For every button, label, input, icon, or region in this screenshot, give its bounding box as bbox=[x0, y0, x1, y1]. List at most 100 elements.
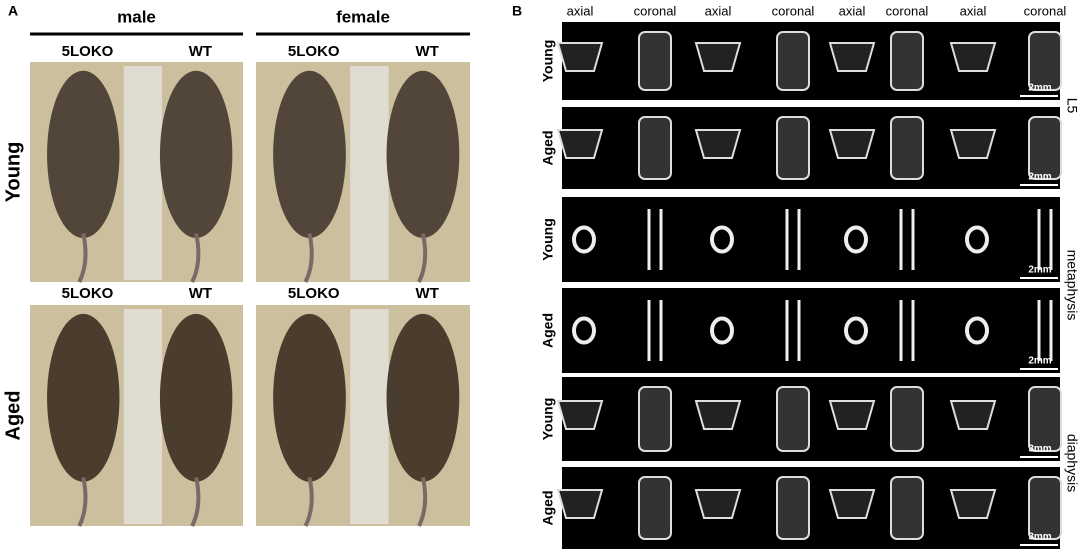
bone-axial bbox=[572, 225, 596, 254]
mouse-body bbox=[47, 70, 120, 239]
mouse-tail bbox=[190, 233, 201, 283]
ct-image bbox=[562, 197, 1060, 282]
panel-label: A bbox=[8, 3, 18, 19]
mouse-tail bbox=[190, 476, 201, 527]
bone-axial bbox=[694, 400, 742, 430]
scale-label: 3mm bbox=[1028, 444, 1051, 455]
mouse-body bbox=[273, 313, 346, 482]
bone-axial bbox=[556, 400, 604, 430]
scale-label: 3mm bbox=[1028, 532, 1051, 543]
bone-coronal bbox=[1028, 116, 1062, 180]
bone-axial bbox=[949, 129, 997, 159]
genotype-label: 5LOKO bbox=[62, 285, 114, 302]
bone-axial bbox=[710, 316, 734, 345]
row-label: Young bbox=[540, 218, 556, 261]
bone-coronal bbox=[638, 386, 672, 452]
row-label: Young bbox=[2, 142, 24, 203]
bone-axial bbox=[556, 42, 604, 72]
bone-axial bbox=[965, 316, 989, 345]
panel-label: B bbox=[512, 3, 522, 19]
mouse-body bbox=[47, 313, 120, 482]
mouse-body bbox=[273, 70, 346, 239]
column-header: coronal bbox=[886, 3, 929, 18]
section-label: diaphysis bbox=[1064, 434, 1080, 492]
row-label: Aged bbox=[540, 131, 556, 166]
bone-axial bbox=[844, 316, 868, 345]
bone-coronal bbox=[890, 386, 924, 452]
genotype-label: WT bbox=[189, 285, 212, 302]
mouse-tail bbox=[417, 476, 428, 527]
section-label: L5 bbox=[1064, 98, 1080, 114]
mouse-body bbox=[386, 313, 460, 482]
bone-coronal bbox=[638, 116, 672, 180]
bone-axial bbox=[828, 129, 876, 159]
row-label: Young bbox=[540, 398, 556, 441]
bone-coronal bbox=[638, 31, 672, 91]
ruler bbox=[123, 309, 163, 524]
bone-axial bbox=[828, 489, 876, 519]
column-header: coronal bbox=[772, 3, 815, 18]
genotype-label: 5LOKO bbox=[288, 43, 340, 60]
column-header: axial bbox=[839, 3, 866, 18]
ruler bbox=[350, 309, 389, 524]
row-label: Aged bbox=[540, 491, 556, 526]
scale-label: 2mm bbox=[1028, 172, 1051, 183]
bone-axial bbox=[965, 225, 989, 254]
bone-coronal bbox=[1028, 386, 1062, 452]
bone-coronal bbox=[890, 31, 924, 91]
bone-axial bbox=[844, 225, 868, 254]
mouse-tail bbox=[77, 233, 88, 283]
mouse-body bbox=[159, 313, 233, 482]
row-label: Aged bbox=[540, 313, 556, 348]
bone-coronal bbox=[890, 116, 924, 180]
scale-label: 2mm bbox=[1028, 265, 1051, 276]
mouse-body bbox=[159, 70, 233, 239]
ct-image bbox=[562, 288, 1060, 373]
bone-coronal bbox=[1028, 31, 1062, 91]
bone-coronal bbox=[776, 31, 810, 91]
bone-axial bbox=[828, 42, 876, 72]
bone-axial bbox=[949, 489, 997, 519]
column-header: axial bbox=[960, 3, 987, 18]
genotype-label: WT bbox=[189, 43, 212, 60]
bone-coronal bbox=[776, 386, 810, 452]
mouse-body bbox=[386, 70, 460, 239]
column-header: axial bbox=[567, 3, 594, 18]
bone-coronal bbox=[776, 476, 810, 540]
genotype-label: 5LOKO bbox=[62, 43, 114, 60]
ruler bbox=[350, 66, 389, 280]
ruler bbox=[123, 66, 163, 280]
row-label: Aged bbox=[2, 391, 24, 441]
bone-coronal bbox=[1028, 476, 1062, 540]
mouse-tail bbox=[303, 476, 314, 527]
column-header: axial bbox=[705, 3, 732, 18]
bone-coronal bbox=[890, 476, 924, 540]
bone-axial bbox=[556, 489, 604, 519]
mouse-tail bbox=[77, 476, 88, 527]
column-header: coronal bbox=[634, 3, 677, 18]
bone-axial bbox=[694, 129, 742, 159]
bone-axial bbox=[694, 489, 742, 519]
genotype-label: 5LOKO bbox=[288, 285, 340, 302]
bone-axial bbox=[828, 400, 876, 430]
mouse-tail bbox=[303, 233, 314, 283]
genotype-label: WT bbox=[416, 285, 439, 302]
bone-axial bbox=[556, 129, 604, 159]
scale-label: 2mm bbox=[1028, 356, 1051, 367]
bone-axial bbox=[694, 42, 742, 72]
mouse-tail bbox=[417, 233, 428, 283]
column-header: coronal bbox=[1024, 3, 1067, 18]
bone-coronal bbox=[638, 476, 672, 540]
row-label: Young bbox=[540, 40, 556, 83]
bone-axial bbox=[949, 400, 997, 430]
bone-axial bbox=[710, 225, 734, 254]
group-title: female bbox=[336, 7, 390, 26]
scale-label: 2mm bbox=[1028, 83, 1051, 94]
bone-axial bbox=[949, 42, 997, 72]
bone-coronal bbox=[776, 116, 810, 180]
section-label: metaphysis bbox=[1064, 250, 1080, 321]
genotype-label: WT bbox=[416, 43, 439, 60]
bone-axial bbox=[572, 316, 596, 345]
group-title: male bbox=[117, 7, 156, 26]
